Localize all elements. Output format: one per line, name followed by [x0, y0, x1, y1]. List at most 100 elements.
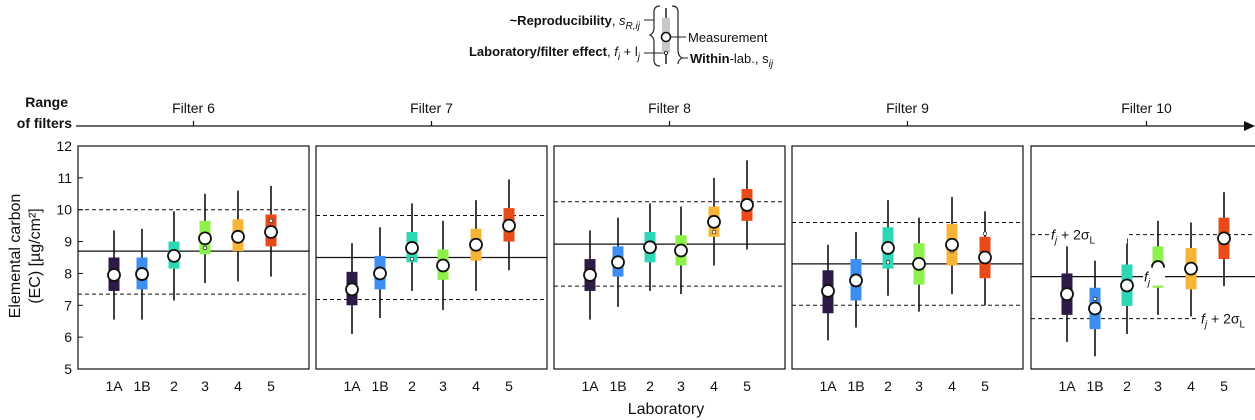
annotation-upper-limit: fj + 2σL: [1051, 227, 1096, 247]
x-tick-label: 3: [201, 378, 209, 394]
lab-mark-1A: 1A: [581, 230, 599, 394]
lab-effect-marker: [409, 256, 415, 262]
x-tick-label: 3: [677, 378, 685, 394]
lab-mark-4: 4: [945, 196, 959, 394]
x-tick-label: 1A: [581, 378, 599, 394]
y-axis-label-line1: Elemental carbon: [7, 194, 24, 319]
legend-lab-effect-sub1: i: [618, 52, 621, 63]
legend-lab-effect-plus: + l: [620, 44, 638, 59]
measurement-marker: [469, 237, 483, 252]
x-tick-label: 2: [646, 378, 654, 394]
range-label-line2: of filters: [17, 115, 72, 131]
x-tick-label: 1A: [819, 378, 837, 394]
measurement-marker: [231, 229, 245, 244]
x-tick-label: 3: [439, 378, 447, 394]
measurement-marker: [945, 237, 959, 252]
legend-reproducibility-sub: R,ij: [626, 21, 641, 32]
lab-mark-1B: 1B: [1086, 260, 1104, 394]
x-tick-label: 2: [1123, 378, 1131, 394]
lab-mark-4: 4: [1184, 222, 1198, 394]
x-tick-label: 1B: [133, 378, 150, 394]
x-tick-label: 4: [1187, 378, 1195, 394]
measurement-marker: [1217, 231, 1231, 246]
x-tick-label: 4: [710, 378, 718, 394]
filter-label-7: Filter 7: [410, 100, 453, 116]
lab-mark-2: 2: [405, 203, 419, 394]
lab-mark-1B: 1B: [133, 228, 151, 394]
legend-reproducibility-symbol: s: [619, 13, 626, 28]
lab-mark-5: 5: [978, 211, 992, 394]
panel-frame: [791, 145, 1024, 370]
lab-mark-1A: 1A: [1058, 246, 1076, 394]
range-axis-arrow: [1244, 121, 1255, 131]
measurement-marker: [167, 249, 181, 263]
lab-mark-2: 2: [167, 211, 181, 394]
lab-mark-4: 4: [707, 177, 721, 394]
panel-frame: [1030, 145, 1255, 370]
x-tick-label: 5: [267, 378, 275, 394]
lab-mark-4: 4: [469, 200, 483, 394]
measurement-marker: [978, 250, 992, 265]
filter-range-axis: Range of filters Filter 6 Filter 7 Filter …: [17, 94, 1255, 131]
lab-effect-marker: [885, 260, 891, 265]
x-tick-label: 5: [505, 378, 513, 394]
lab-effect-marker: [711, 229, 717, 235]
legend-lab-effect-marker: [664, 51, 669, 56]
legend-within-sub: ij: [769, 59, 774, 70]
lab-mark-2: 2: [881, 200, 895, 394]
lab-mark-4: 4: [231, 190, 245, 394]
x-tick-label: 4: [472, 378, 480, 394]
lab-mark-1A: 1A: [819, 244, 837, 394]
x-tick-label: 1A: [1058, 378, 1076, 394]
measurement-marker: [740, 198, 754, 212]
x-tick-label: 1B: [847, 378, 864, 394]
annotation-lower-bg: [1199, 309, 1255, 328]
y-axis-title: Elemental carbon (EC) [µg/cm²]: [7, 194, 44, 319]
legend-lab-effect: Laboratory/filter effect, fi + lj: [469, 44, 641, 63]
measurement-marker: [405, 241, 419, 255]
legend-reproducibility-label: ~Reproducibility: [510, 13, 613, 28]
x-tick-label: 5: [743, 378, 751, 394]
measurement-marker: [1184, 261, 1198, 276]
panel-filter-7: 1A 1B 2 3 4 5: [315, 145, 548, 394]
y-axis-label-line2: (EC) [µg/cm²]: [27, 208, 44, 303]
annotation-mean: fj: [1144, 269, 1151, 289]
y-tick-label: 9: [64, 234, 72, 250]
lab-effect-marker: [202, 245, 208, 251]
measurement-marker: [849, 273, 863, 288]
lab-mark-3: 3: [436, 220, 450, 394]
panels: 5 6 7 8 9 10 11 12 1A 1B 2 3 4 5 1A 1B 2 3 4 5 1A 1B 2 3 4 5 1A 1B 2…: [56, 138, 1255, 394]
range-label-line1: Range: [25, 94, 68, 110]
panel-frame: [553, 145, 786, 370]
panel-filter-10: 1A 1B 2 3 4 5 fj + 2σL fj fj + 2σL: [1030, 145, 1255, 394]
legend-within-lab: Within-lab., sij: [690, 51, 774, 70]
lab-mark-5: 5: [1217, 192, 1231, 394]
lab-mark-3: 3: [198, 193, 212, 394]
y-tick-label: 8: [64, 265, 72, 281]
x-tick-label: 2: [408, 378, 416, 394]
measurement-marker: [912, 256, 926, 271]
x-axis-label: Laboratory: [628, 401, 705, 418]
measurement-marker: [674, 243, 688, 258]
lab-effect-marker: [982, 231, 988, 236]
lab-mark-1A: 1A: [105, 230, 123, 394]
measurement-marker: [643, 240, 657, 255]
lab-mark-5: 5: [502, 179, 516, 394]
legend-lab-effect-sub2: j: [636, 52, 641, 63]
x-tick-label: 1B: [609, 378, 626, 394]
lab-mark-1B: 1B: [847, 232, 865, 394]
x-tick-label: 3: [1154, 378, 1162, 394]
measurement-marker: [1060, 287, 1074, 302]
legend-lab-effect-label: Laboratory/filter effect: [469, 44, 608, 59]
legend-lab-effect-f: f: [614, 44, 619, 59]
x-tick-label: 2: [884, 378, 892, 394]
measurement-marker: [436, 258, 450, 273]
measurement-marker: [345, 282, 359, 297]
x-tick-label: 1B: [1086, 378, 1103, 394]
x-tick-label: 4: [948, 378, 956, 394]
measurement-marker: [373, 266, 387, 281]
x-tick-label: 1A: [105, 378, 123, 394]
legend: ~Reproducibility, sR,ij Laboratory/filte…: [469, 5, 774, 70]
y-tick-label: 7: [64, 297, 72, 313]
filter-label-8: Filter 8: [648, 100, 691, 116]
